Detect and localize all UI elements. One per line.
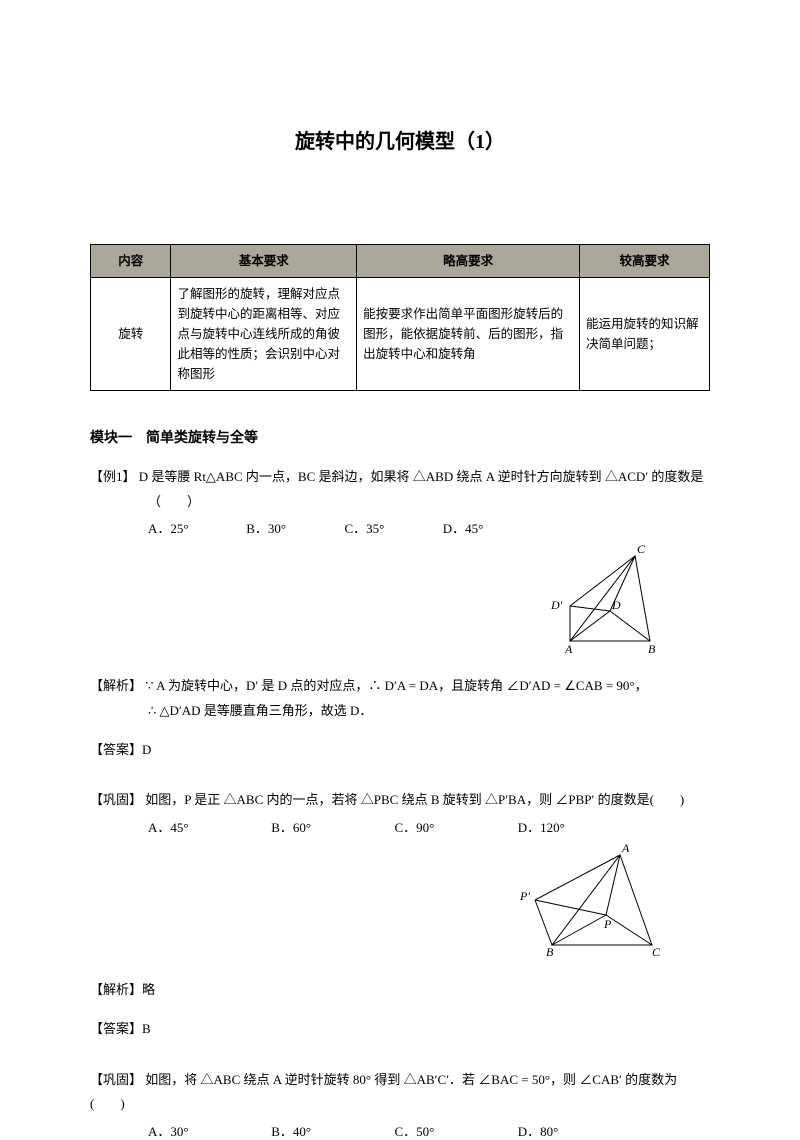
document-page: 旋转中的几何模型（1） 内容 基本要求 略高要求 较高要求 旋转 了解图形的旋转… xyxy=(0,0,800,1131)
opt-d: D．80° xyxy=(518,1121,638,1140)
consolidation-1-options: A．45° B．60° C．90° D．120° xyxy=(148,817,710,836)
example-1-answer: 【答案】D xyxy=(90,738,710,763)
example-text: D 是等腰 Rt△ABC 内一点，BC 是斜边，如果将 △ABD 绕点 A 逆时… xyxy=(139,469,704,484)
analysis-text-2: ∴ △D′AD 是等腰直角三角形，故选 D． xyxy=(148,703,372,718)
opt-b: B．60° xyxy=(271,817,391,836)
col-high: 较高要求 xyxy=(579,245,709,278)
cell-basic: 了解图形的旋转，理解对应点到旋转中心的距离相等、对应点与旋转中心连线所成的角彼此… xyxy=(171,278,357,391)
col-basic: 基本要求 xyxy=(171,245,357,278)
opt-a: A．30° xyxy=(148,1121,268,1140)
fig2-A: A xyxy=(621,841,630,855)
example-label: 【例1】 xyxy=(90,465,136,490)
figure-2: A P′ P B C xyxy=(90,840,670,964)
cell-mid: 能按要求作出简单平面图形旋转后的图形，能依据旋转前、后的图形，指出旋转中心和旋转… xyxy=(357,278,580,391)
consolidation-1-answer: 【答案】B xyxy=(90,1017,710,1042)
opt-a: A．45° xyxy=(148,817,268,836)
opt-c: C．90° xyxy=(395,817,515,836)
fig1-C: C xyxy=(637,542,646,556)
consolidation-2-options: A．30° B．40° C．50° D．80° xyxy=(148,1121,710,1140)
fig2-Pp: P′ xyxy=(520,889,530,903)
fig1-Dp: D′ xyxy=(550,598,563,612)
example-blank: （ ） xyxy=(148,494,200,509)
analysis-label: 【解析】 xyxy=(90,978,142,1003)
answer-value: B xyxy=(142,1021,151,1036)
cell-high: 能运用旋转的知识解决简单问题； xyxy=(579,278,709,391)
opt-c: C．50° xyxy=(395,1121,515,1140)
col-mid: 略高要求 xyxy=(357,245,580,278)
fig2-B: B xyxy=(546,945,554,959)
fig1-A: A xyxy=(564,642,573,656)
table-row: 旋转 了解图形的旋转，理解对应点到旋转中心的距离相等、对应点与旋转中心连线所成的… xyxy=(91,278,710,391)
fig1-D: D xyxy=(611,598,621,612)
page-title: 旋转中的几何模型（1） xyxy=(90,125,710,154)
col-content: 内容 xyxy=(91,245,171,278)
example-1-options: A．25° B．30° C．35° D．45° xyxy=(148,518,710,537)
example-1-analysis: 【解析】 ∵ A 为旋转中心，D′ 是 D 点的对应点，∴ D′A = DA，且… xyxy=(90,674,710,723)
opt-d: D．120° xyxy=(518,817,638,836)
opt-b: B．30° xyxy=(246,518,341,537)
consolidation-1-analysis: 【解析】略 xyxy=(90,978,710,1003)
example-1: 【例1】 D 是等腰 Rt△ABC 内一点，BC 是斜边，如果将 △ABD 绕点… xyxy=(90,465,710,514)
consolidation-2: 【巩固】 如图，将 △ABC 绕点 A 逆时针旋转 80° 得到 △AB′C′．… xyxy=(90,1068,710,1117)
triangle-diagram-2: A P′ P B C xyxy=(520,840,670,960)
analysis-label: 【解析】 xyxy=(90,674,142,699)
consolidation-text: 如图，P 是正 △ABC 内的一点，若将 △PBC 绕点 B 旋转到 △P′BA… xyxy=(145,792,684,807)
opt-b: B．40° xyxy=(271,1121,391,1140)
analysis-text: 略 xyxy=(142,982,155,997)
answer-label: 【答案】 xyxy=(90,738,142,763)
opt-d: D．45° xyxy=(443,518,538,537)
consolidation-label: 【巩固】 xyxy=(90,788,142,813)
fig1-B: B xyxy=(648,642,656,656)
consolidation-1: 【巩固】 如图，P 是正 △ABC 内的一点，若将 △PBC 绕点 B 旋转到 … xyxy=(90,788,710,813)
consolidation-text: 如图，将 △ABC 绕点 A 逆时针旋转 80° 得到 △AB′C′．若 ∠BA… xyxy=(90,1072,677,1112)
triangle-diagram-1: C D′ D A B xyxy=(540,541,670,656)
consolidation-label: 【巩固】 xyxy=(90,1068,142,1093)
section-heading: 模块一 简单类旋转与全等 xyxy=(90,427,710,447)
cell-topic: 旋转 xyxy=(91,278,171,391)
table-header-row: 内容 基本要求 略高要求 较高要求 xyxy=(91,245,710,278)
answer-label: 【答案】 xyxy=(90,1017,142,1042)
opt-c: C．35° xyxy=(345,518,440,537)
opt-a: A．25° xyxy=(148,518,243,537)
analysis-text-1: ∵ A 为旋转中心，D′ 是 D 点的对应点，∴ D′A = DA，且旋转角 ∠… xyxy=(145,678,647,693)
fig2-P: P xyxy=(603,917,612,931)
answer-value: D xyxy=(142,742,151,757)
fig2-C: C xyxy=(652,945,661,959)
requirements-table: 内容 基本要求 略高要求 较高要求 旋转 了解图形的旋转，理解对应点到旋转中心的… xyxy=(90,244,710,391)
figure-1: C D′ D A B xyxy=(90,541,670,660)
